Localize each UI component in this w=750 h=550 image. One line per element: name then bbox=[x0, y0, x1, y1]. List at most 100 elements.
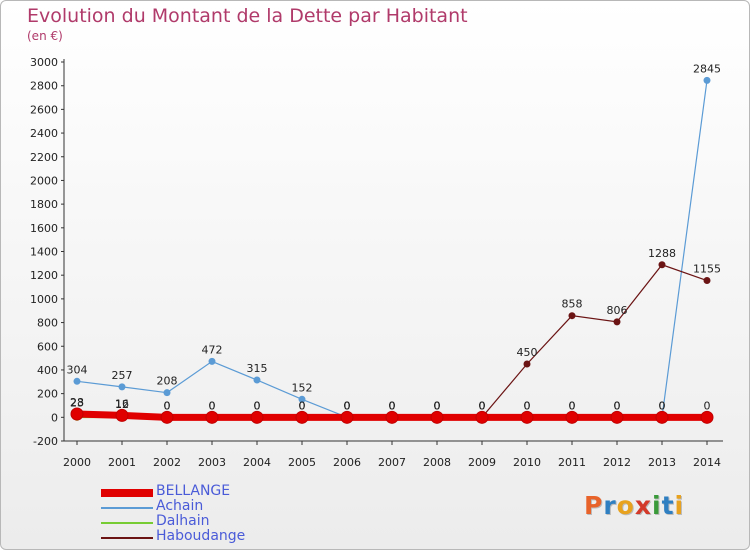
y-tick-label: 1200 bbox=[30, 269, 58, 282]
data-label-achain: 304 bbox=[67, 363, 88, 376]
legend-swatch bbox=[101, 489, 153, 497]
data-point-bellange bbox=[70, 407, 84, 421]
data-point-bellange bbox=[700, 410, 714, 424]
data-label-achain: 257 bbox=[112, 369, 133, 382]
data-point-bellange bbox=[385, 410, 399, 424]
data-label-bellange: 16 bbox=[115, 397, 129, 410]
y-tick-label: 0 bbox=[51, 411, 58, 424]
data-label-achain: 152 bbox=[292, 381, 313, 394]
data-label-bellange: 0 bbox=[434, 399, 441, 412]
data-label-haboudange: 0 bbox=[344, 399, 351, 412]
x-tick-label: 2011 bbox=[558, 456, 586, 469]
series-line-achain bbox=[76, 80, 708, 418]
data-point-bellange bbox=[115, 408, 129, 422]
data-point-achain bbox=[703, 76, 711, 84]
data-label-bellange: 0 bbox=[254, 399, 261, 412]
data-label-achain: 0 bbox=[569, 399, 576, 412]
legend-label: BELLANGE bbox=[156, 483, 231, 499]
data-label-bellange: 0 bbox=[704, 399, 711, 412]
x-tick-label: 2009 bbox=[468, 456, 496, 469]
data-label-haboudange: 806 bbox=[607, 304, 628, 317]
data-point-bellange bbox=[295, 410, 309, 424]
x-tick-label: 2001 bbox=[108, 456, 136, 469]
y-tick-label: 3000 bbox=[30, 56, 58, 69]
y-tick-label: 2600 bbox=[30, 103, 58, 116]
data-point-haboudange bbox=[568, 312, 576, 320]
data-label-haboudange: 0 bbox=[434, 399, 441, 412]
x-tick-label: 2010 bbox=[513, 456, 541, 469]
data-point-achain bbox=[73, 377, 81, 385]
data-label-haboudange: 0 bbox=[479, 399, 486, 412]
legend-swatch bbox=[101, 537, 153, 539]
data-label-haboudange: 0 bbox=[254, 399, 261, 412]
proxiti-logo: Proxiti bbox=[584, 491, 685, 520]
x-tick-label: 2014 bbox=[693, 456, 721, 469]
y-tick-label: 200 bbox=[37, 388, 58, 401]
data-label-achain: 0 bbox=[659, 399, 666, 412]
x-tick-label: 2002 bbox=[153, 456, 181, 469]
data-label-achain: 2845 bbox=[693, 62, 721, 75]
data-label-haboudange: 1155 bbox=[693, 263, 721, 276]
data-label-haboudange: 0 bbox=[389, 399, 396, 412]
x-tick-label: 2003 bbox=[198, 456, 226, 469]
data-label-haboudange: 1288 bbox=[648, 247, 676, 260]
data-label-haboudange: 0 bbox=[164, 399, 171, 412]
data-point-bellange bbox=[430, 410, 444, 424]
legend-label: Dalhain bbox=[156, 513, 210, 529]
data-point-bellange bbox=[520, 410, 534, 424]
y-tick-label: 1600 bbox=[30, 222, 58, 235]
data-point-achain bbox=[298, 395, 306, 403]
data-label-achain: 0 bbox=[344, 399, 351, 412]
y-tick-label: 2800 bbox=[30, 80, 58, 93]
data-point-haboudange bbox=[703, 277, 711, 285]
data-point-achain bbox=[208, 357, 216, 365]
series-line-haboudange bbox=[76, 264, 708, 418]
data-label-achain: 0 bbox=[434, 399, 441, 412]
data-label-bellange: 0 bbox=[164, 399, 171, 412]
data-label-achain: 315 bbox=[247, 362, 268, 375]
y-tick-label: 1000 bbox=[30, 293, 58, 306]
data-point-bellange bbox=[340, 410, 354, 424]
x-tick-label: 2005 bbox=[288, 456, 316, 469]
data-point-haboudange bbox=[523, 360, 531, 368]
y-tick-label: 2400 bbox=[30, 127, 58, 140]
data-label-bellange: 0 bbox=[299, 399, 306, 412]
data-label-haboudange: 858 bbox=[562, 298, 583, 311]
data-label-achain: 0 bbox=[524, 399, 531, 412]
data-label-achain: 472 bbox=[202, 343, 223, 356]
y-tick-label: 1400 bbox=[30, 246, 58, 259]
chart-subtitle: (en €) bbox=[27, 29, 63, 43]
legend-swatch bbox=[101, 522, 153, 524]
data-label-achain: 0 bbox=[389, 399, 396, 412]
data-label-bellange: 0 bbox=[344, 399, 351, 412]
legend-swatch bbox=[101, 507, 153, 509]
data-point-bellange bbox=[205, 410, 219, 424]
data-point-achain bbox=[118, 383, 126, 391]
data-point-haboudange bbox=[658, 261, 666, 269]
legend-label: Achain bbox=[156, 498, 204, 514]
x-tick-label: 2013 bbox=[648, 456, 676, 469]
data-label-bellange: 28 bbox=[70, 396, 84, 409]
data-point-haboudange bbox=[613, 318, 621, 326]
x-tick-label: 2012 bbox=[603, 456, 631, 469]
data-label-haboudange: 450 bbox=[517, 346, 538, 359]
data-label-bellange: 0 bbox=[614, 399, 621, 412]
data-point-bellange bbox=[565, 410, 579, 424]
data-label-achain: 0 bbox=[614, 399, 621, 412]
x-tick-label: 2000 bbox=[63, 456, 91, 469]
data-point-bellange bbox=[160, 410, 174, 424]
y-tick-label: 2000 bbox=[30, 174, 58, 187]
y-tick-label: -200 bbox=[33, 435, 58, 448]
x-tick-label: 2007 bbox=[378, 456, 406, 469]
legend-label: Haboudange bbox=[156, 528, 246, 544]
y-tick-label: 400 bbox=[37, 364, 58, 377]
data-label-bellange: 0 bbox=[569, 399, 576, 412]
data-label-achain: 208 bbox=[157, 375, 178, 388]
data-label-bellange: 0 bbox=[479, 399, 486, 412]
data-label-achain: 0 bbox=[479, 399, 486, 412]
data-point-achain bbox=[163, 389, 171, 397]
data-point-bellange bbox=[250, 410, 264, 424]
data-label-bellange: 0 bbox=[524, 399, 531, 412]
